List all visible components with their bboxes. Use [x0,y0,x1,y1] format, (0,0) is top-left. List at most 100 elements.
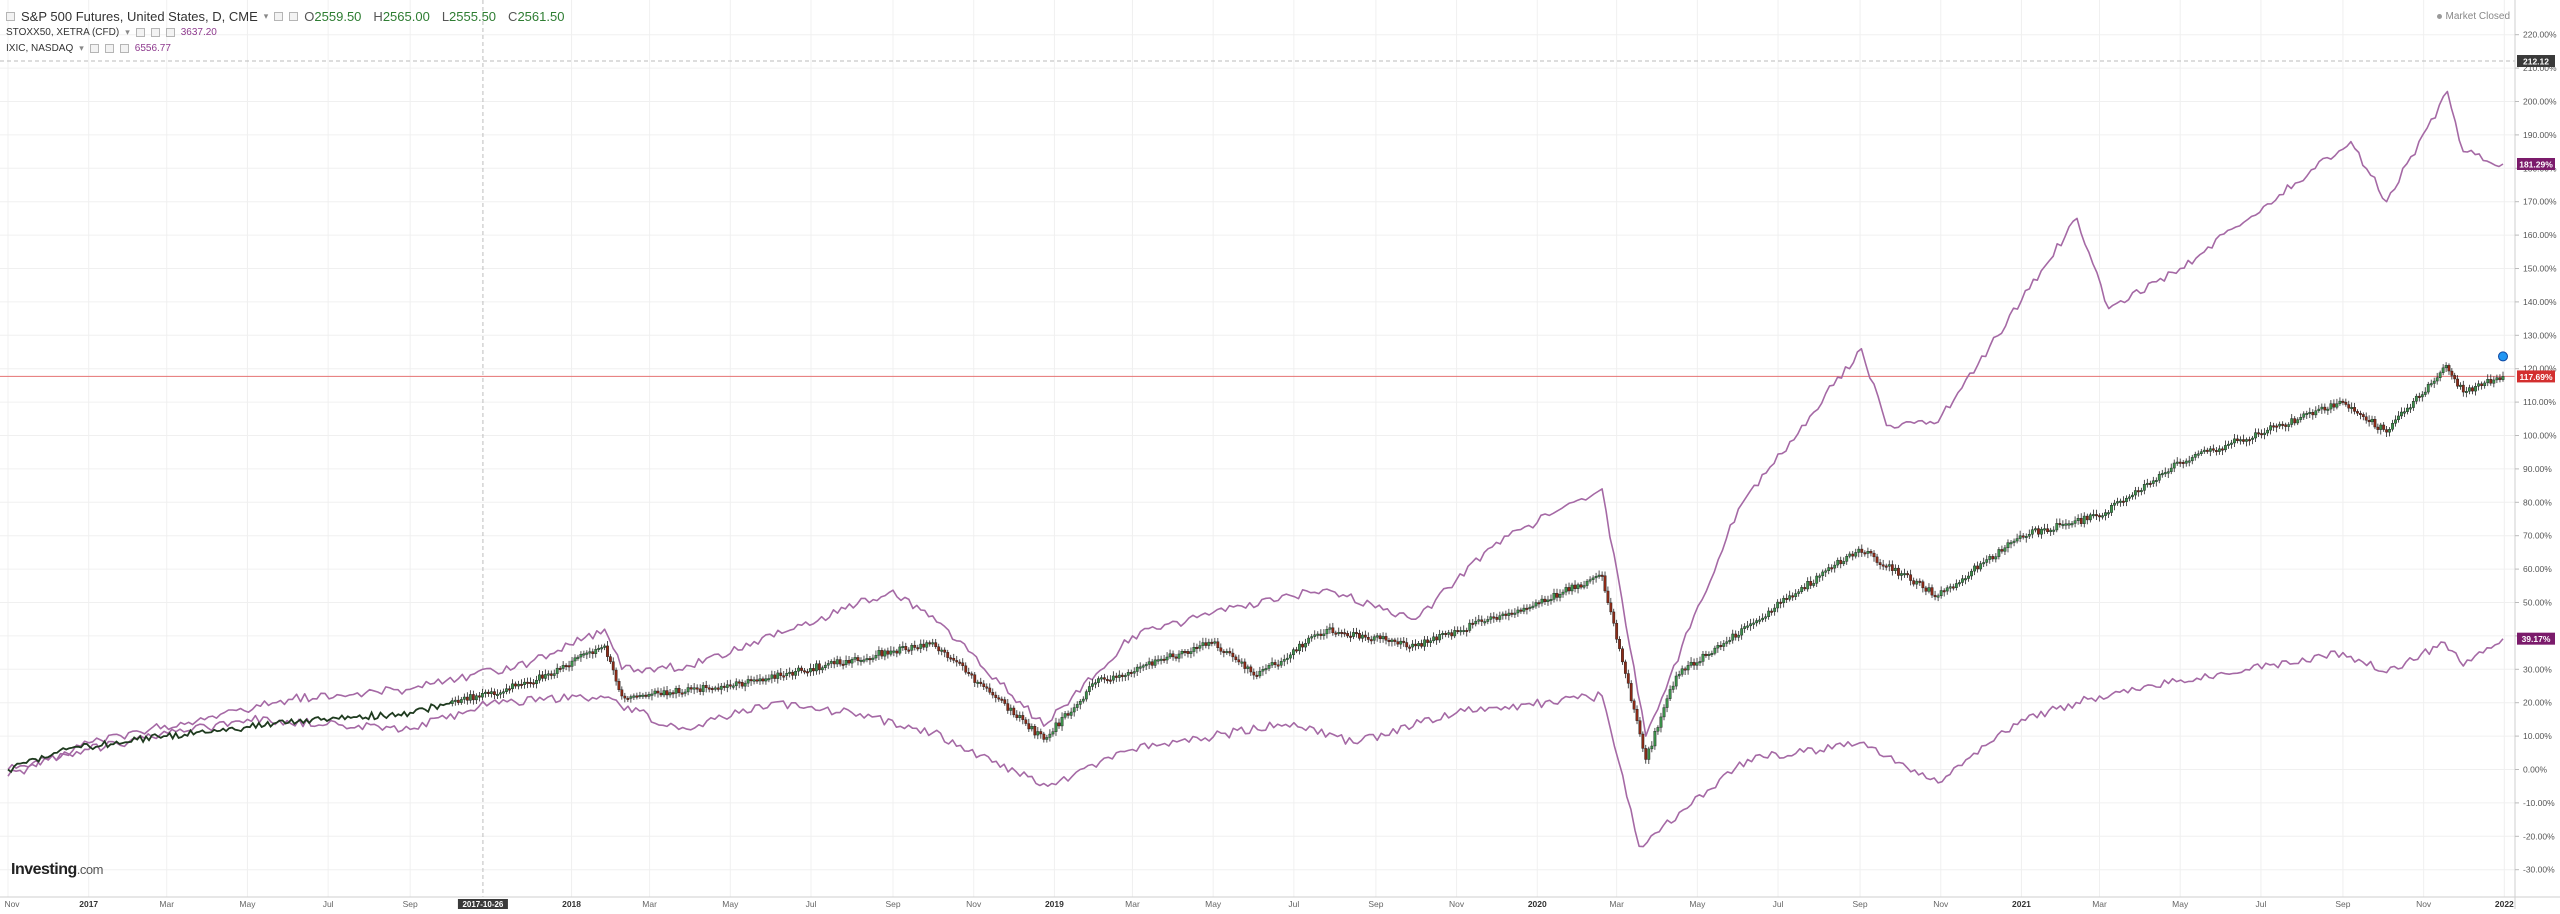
candle-body[interactable] [2501,376,2505,380]
candle-body[interactable] [823,664,827,668]
candle-body[interactable] [1252,671,1256,676]
candle-body[interactable] [591,651,595,654]
candle-body[interactable] [1292,649,1295,656]
candle-body[interactable] [2290,418,2294,425]
candle-body[interactable] [1552,592,1556,600]
candle-body[interactable] [1319,633,1323,636]
candle-body[interactable] [1313,634,1317,637]
candle-body[interactable] [973,674,977,683]
candle-body[interactable] [1105,679,1109,682]
candle-body[interactable] [1402,640,1406,643]
candle-body[interactable] [2314,410,2318,416]
candle-body[interactable] [1459,630,1463,633]
candle-body[interactable] [1072,707,1076,713]
candle-body[interactable] [838,659,842,665]
candle-body[interactable] [2015,538,2019,542]
candle-body[interactable] [1656,727,1660,732]
candle-body[interactable] [1782,597,1786,604]
candle-body[interactable] [2006,542,2010,549]
candle-body[interactable] [1881,564,1885,567]
candle-body[interactable] [2474,386,2477,392]
candle-body[interactable] [1207,641,1211,646]
candle-body[interactable] [1346,633,1350,637]
candle-body[interactable] [1426,639,1430,643]
candle-body[interactable] [1307,637,1311,644]
chevron-down-icon[interactable]: ▾ [79,43,84,53]
candle-body[interactable] [970,673,974,676]
candle-body[interactable] [2444,365,2448,369]
candle-body[interactable] [758,678,762,682]
candle-body[interactable] [526,681,529,684]
candle-body[interactable] [2133,490,2137,496]
candle-body[interactable] [1635,709,1639,721]
candle-body[interactable] [1752,622,1756,625]
candle-body[interactable] [2403,411,2406,414]
candle-body[interactable] [1159,658,1163,661]
candle-body[interactable] [1012,707,1016,716]
candle-body[interactable] [2055,523,2059,531]
candle-body[interactable] [1848,553,1852,557]
candle-body[interactable] [538,674,541,681]
candle-body[interactable] [1228,651,1232,654]
candle-body[interactable] [1438,634,1442,641]
candle-body[interactable] [1078,700,1082,705]
candle-body[interactable] [1716,645,1720,649]
candle-body[interactable] [2187,460,2191,463]
candle-body[interactable] [1405,642,1409,648]
candle-body[interactable] [1504,613,1508,616]
candle-body[interactable] [2391,423,2394,430]
candle-body[interactable] [623,695,627,699]
candle-body[interactable] [650,693,654,696]
candle-body[interactable] [934,642,938,647]
candle-body[interactable] [1797,591,1801,594]
candle-body[interactable] [2344,401,2348,405]
candle-body[interactable] [2003,547,2007,552]
candle-body[interactable] [689,687,693,690]
candle-body[interactable] [2432,380,2436,384]
candle-body[interactable] [1701,653,1705,662]
candle-body[interactable] [1629,683,1633,702]
candle-body[interactable] [2263,432,2266,435]
candle-body[interactable] [2379,424,2383,430]
candle-body[interactable] [1087,686,1091,692]
candle-body[interactable] [1573,584,1577,589]
candle-body[interactable] [617,681,621,690]
candle-body[interactable] [847,660,851,664]
candle-body[interactable] [1153,659,1157,666]
close-icon[interactable] [119,44,129,53]
candle-body[interactable] [1588,579,1592,582]
candle-body[interactable] [2107,512,2110,515]
candle-body[interactable] [1462,630,1466,633]
candle-body[interactable] [1964,578,1967,581]
candle-body[interactable] [2067,523,2071,526]
candle-body[interactable] [1138,666,1142,669]
candle-body[interactable] [1513,612,1517,615]
candle-body[interactable] [1863,552,1867,555]
candle-body[interactable] [1845,556,1849,562]
candle-body[interactable] [1021,715,1025,720]
candle-body[interactable] [683,691,687,694]
candle-body[interactable] [797,667,800,672]
candle-body[interactable] [880,650,884,657]
candle-body[interactable] [1441,633,1445,635]
candle-body[interactable] [734,681,738,687]
candle-body[interactable] [1261,669,1265,672]
candle-body[interactable] [1839,559,1843,565]
candle-body[interactable] [1222,651,1226,654]
candle-body[interactable] [490,691,493,694]
candle-body[interactable] [1273,662,1277,665]
candle-body[interactable] [585,652,589,655]
candle-body[interactable] [573,657,577,662]
candle-body[interactable] [1561,591,1565,595]
candle-body[interactable] [1973,565,1976,572]
candle-body[interactable] [2092,514,2095,517]
candle-body[interactable] [1918,580,1922,583]
candle-body[interactable] [1090,683,1094,687]
candle-body[interactable] [2456,378,2459,387]
candle-body[interactable] [564,665,568,668]
candle-body[interactable] [731,685,735,688]
candle-body[interactable] [1249,666,1253,673]
candle-body[interactable] [716,687,720,690]
candle-body[interactable] [600,647,604,650]
candle-body[interactable] [737,681,741,684]
